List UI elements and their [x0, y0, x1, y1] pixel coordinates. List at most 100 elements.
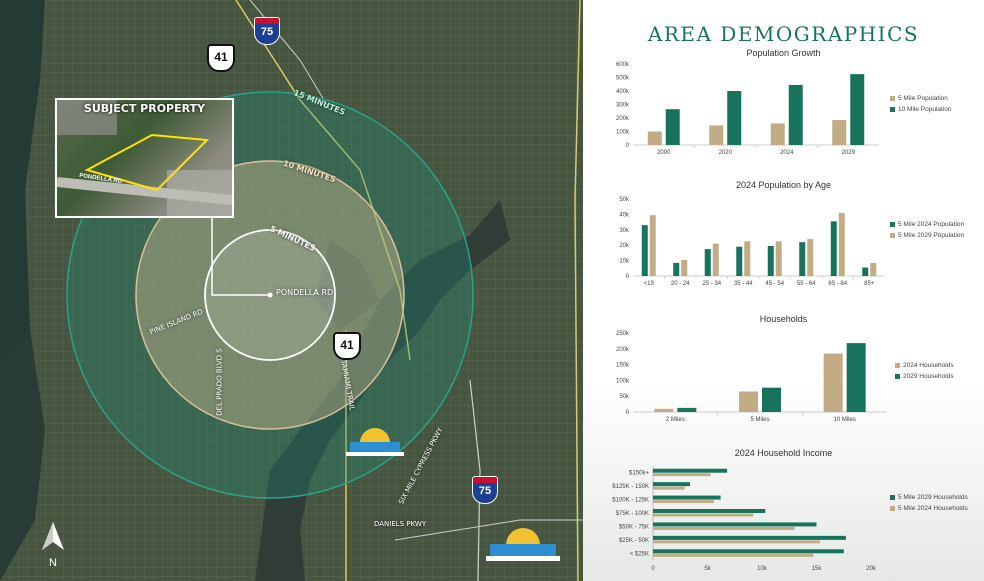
legend-label: 5 Mile Population — [898, 95, 948, 102]
bar — [762, 387, 781, 412]
x-tick-label: 2 Miles — [666, 417, 685, 423]
bar — [647, 131, 662, 145]
chart-households: 0 50k 100k 150k 200k 250k 2 Miles 5 Miles 10 Mil… — [616, 331, 887, 423]
bar — [799, 242, 806, 276]
bar — [653, 522, 817, 527]
legend-swatch — [890, 96, 895, 101]
x-tick-label: 55 - 64 — [797, 281, 816, 287]
bar — [653, 473, 711, 477]
legend-label: 5 Mile 2029 Households — [898, 494, 968, 501]
chart-title-household-income: 2024 Household Income — [734, 448, 833, 458]
legend-item: 2024 Households — [895, 362, 954, 369]
y-tick-label: 250k — [616, 331, 630, 337]
subject-property-photo: SUBJECT PROPERTY PONDELLA RD — [55, 98, 234, 218]
legend-item: 2029 Households — [895, 373, 954, 380]
legend-item: 5 Mile 2024 Households — [890, 505, 968, 512]
x-tick-label: <19 — [644, 281, 655, 287]
x-tick-label: 10 Miles — [833, 417, 855, 423]
y-tick-label: $25K - 50K — [619, 538, 649, 544]
road-label-daniels: DANIELS PKWY — [374, 520, 427, 528]
y-tick-label: 30k — [619, 228, 630, 234]
y-tick-label: 50k — [619, 197, 630, 203]
bar — [653, 486, 685, 490]
bar — [653, 526, 795, 530]
legend-swatch — [890, 107, 895, 112]
chart-population-growth: 0 100k 200k 300k 400k 500k 600k 2000 2020 2024 202… — [616, 62, 879, 156]
i75-shield-icon: 75 — [472, 476, 498, 504]
x-tick-label: 15k — [812, 566, 823, 572]
y-tick-label: $75K - 100K — [616, 511, 649, 517]
legend-population-growth: 5 Mile Population 10 Mile Population — [890, 95, 951, 117]
y-tick-label: 10k — [619, 259, 630, 265]
bar — [654, 408, 674, 412]
bar — [767, 245, 774, 276]
legend-population-by-age: 5 Mile 2024 Population 5 Mile 2029 Popul… — [890, 221, 964, 243]
y-tick-label: 200k — [616, 116, 630, 122]
subject-property-label: SUBJECT PROPERTY — [83, 102, 206, 115]
us41-shield-icon: 41 — [333, 332, 361, 360]
x-tick-label: 10k — [757, 566, 768, 572]
y-tick-label: 300k — [616, 103, 630, 109]
y-tick-label: 20k — [619, 243, 630, 249]
bar — [641, 225, 648, 276]
legend-item: 10 Mile Population — [890, 106, 951, 113]
subject-leader-line — [211, 213, 270, 296]
x-tick-label: 25 - 34 — [702, 281, 721, 287]
legend-item: 5 Mile 2029 Population — [890, 232, 964, 239]
bar — [807, 239, 814, 276]
y-tick-label: 600k — [616, 62, 630, 68]
bar — [744, 241, 751, 276]
bar — [712, 243, 719, 276]
airport-logo-icon — [486, 528, 560, 568]
x-tick-label: 20k — [866, 566, 877, 572]
bar — [653, 495, 721, 500]
legend-label: 2024 Households — [903, 362, 954, 369]
us41-shield-icon: 41 — [207, 44, 235, 72]
legend-item: 5 Mile 2029 Households — [890, 494, 968, 501]
y-tick-label: < $25K — [630, 551, 649, 557]
x-tick-label: 0 — [651, 566, 655, 572]
legend-label: 2029 Households — [903, 373, 954, 380]
bar — [739, 391, 758, 412]
bar — [665, 109, 680, 145]
bar — [653, 500, 715, 504]
x-tick-label: 2020 — [719, 150, 733, 156]
subject-point — [267, 292, 273, 298]
x-tick-label: 5k — [704, 566, 711, 572]
legend-swatch — [890, 233, 895, 238]
chart-population-by-age: 0 10k 20k 30k 40k 50k <19 20 - 24 25 - 34 35 - 44… — [619, 197, 885, 287]
chart-title-households: Households — [759, 314, 808, 324]
bar — [870, 262, 877, 276]
x-tick-label: 85+ — [864, 281, 875, 287]
chart-title-population-by-age: 2024 Population by Age — [735, 180, 832, 190]
bar — [788, 84, 803, 145]
bar — [775, 241, 782, 276]
legend-swatch — [890, 495, 895, 500]
legend-household-income: 5 Mile 2029 Households 5 Mile 2024 House… — [890, 494, 968, 516]
x-tick-label: 65 - 84 — [828, 281, 847, 287]
bar — [736, 246, 743, 276]
y-tick-label: $50K - 75K — [619, 524, 649, 530]
y-tick-label: 100k — [616, 378, 630, 384]
y-tick-label: 500k — [616, 76, 630, 82]
legend-item: 5 Mile Population — [890, 95, 951, 102]
legend-swatch — [895, 363, 900, 368]
y-tick-label: 40k — [619, 212, 630, 218]
subject-parcel-outline — [84, 133, 210, 192]
bar — [709, 125, 724, 145]
y-tick-label: 0 — [626, 143, 630, 149]
legend-label: 10 Mile Population — [898, 106, 952, 113]
airport-logo-icon — [346, 428, 404, 462]
x-tick-label: 20 - 24 — [671, 281, 690, 287]
legend-label: 5 Mile 2024 Households — [898, 505, 968, 512]
legend-households: 2024 Households 2029 Households — [895, 362, 954, 384]
bar — [653, 468, 728, 473]
bar — [846, 343, 866, 412]
bar — [653, 540, 820, 544]
caloosahatchee-river — [255, 200, 510, 581]
legend-swatch — [890, 506, 895, 511]
bar — [838, 212, 845, 276]
compass-icon: N — [40, 522, 66, 569]
bar — [653, 509, 766, 513]
y-tick-label: 150k — [616, 363, 630, 369]
